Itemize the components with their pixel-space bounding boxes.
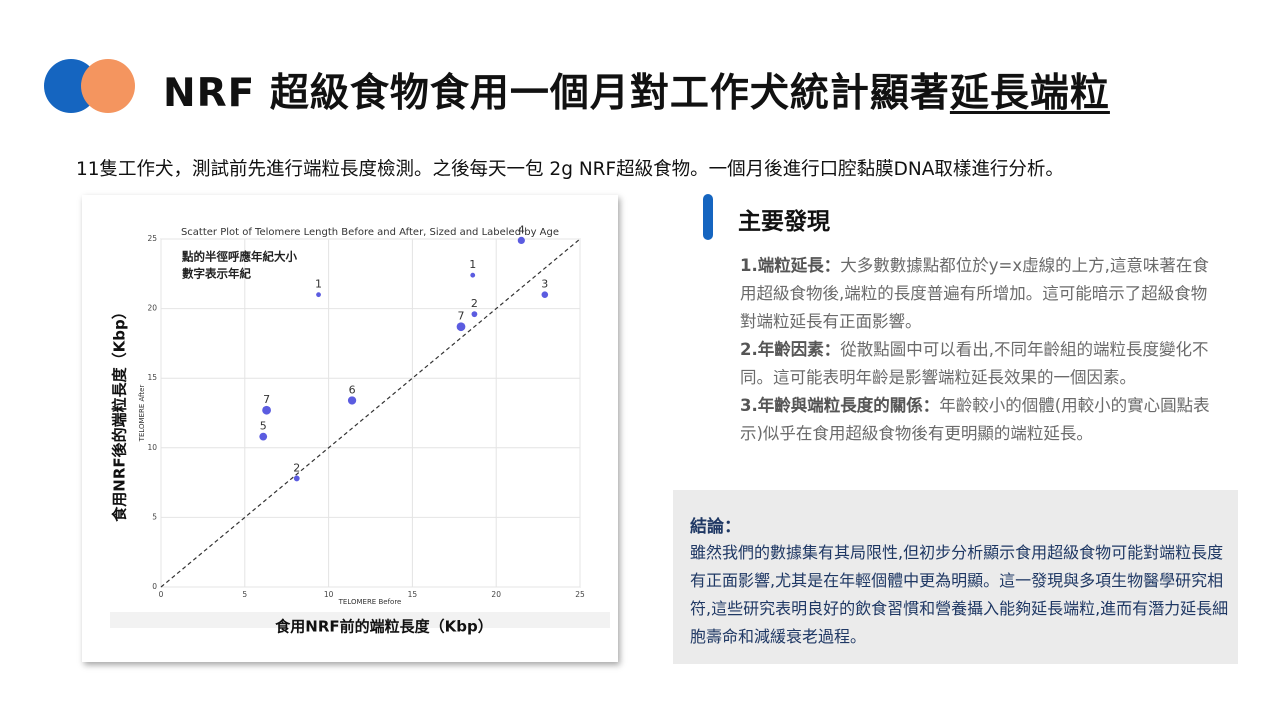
- point: [259, 432, 268, 441]
- point-label: 7: [263, 393, 270, 406]
- conclusion-text: 雖然我們的數據集有其局限性,但初步分析顯示食用超級食物可能對端粒長度有正面影響,…: [690, 543, 1229, 646]
- finding: 3.年齡與端粒長度的關係：年齡較小的個體(用較小的實心圓點表示)似乎在食用超級食…: [740, 392, 1212, 448]
- point: [517, 236, 525, 244]
- title-underlined: 延長端粒: [949, 71, 1110, 116]
- finding-text: 從散點圖中可以看出,不同年齡組的端粒長度變化不同。這可能表明年齡是影響端粒延長效…: [740, 340, 1209, 387]
- findings-heading: 主要發現: [738, 209, 830, 235]
- point-label: 7: [458, 310, 465, 323]
- finding-text: 年齡較小的個體(用較小的實心圓點表示)似乎在食用超級食物後有更明顯的端粒延長。: [740, 396, 1210, 443]
- figure: 0 5 10 15 20 25 0 5 10 15 20 25 Scatter Plot of Telo…: [82, 195, 618, 662]
- y-tick-label: 15: [147, 373, 157, 382]
- finding: 2.年齡因素：從散點圖中可以看出,不同年齡組的端粒長度變化不同。這可能表明年齡是…: [740, 336, 1212, 392]
- point-label: 2: [471, 297, 478, 310]
- y-tick-label: 25: [147, 234, 157, 243]
- point: [471, 311, 478, 318]
- x-tick-label: 0: [159, 590, 164, 599]
- findings: 1.端粒延長：大多數數據點都位於y=x虛線的上方,這意味著在食用超級食物後,端粒…: [740, 252, 1212, 448]
- y-caption: 食用NRF後的端粒長度（Kbp）: [111, 304, 129, 521]
- subtitle: 11隻工作犬，測試前先進行端粒長度檢測。之後每天一包 2g NRF超級食物。一個…: [76, 159, 1064, 180]
- x-tick-label: 10: [324, 590, 334, 599]
- point: [293, 475, 300, 482]
- point-label: 1: [469, 258, 476, 271]
- plot-area: [160, 238, 581, 588]
- y-tick-label: 0: [152, 582, 157, 591]
- finding-label: 3.年齡與端粒長度的關係：: [740, 396, 940, 415]
- finding-label: 1.端粒延長：: [740, 256, 841, 275]
- finding-label: 2.年齡因素：: [740, 340, 841, 359]
- logo: [44, 59, 135, 113]
- point-label: 1: [315, 278, 322, 291]
- x-tick-label: 15: [408, 590, 418, 599]
- point-label: 2: [293, 461, 300, 474]
- point: [541, 291, 549, 298]
- point: [470, 272, 476, 278]
- finding: 1.端粒延長：大多數數據點都位於y=x虛線的上方,這意味著在食用超級食物後,端粒…: [740, 252, 1212, 336]
- title: NRF 超級食物食用一個月對工作犬統計顯著延長端粒: [163, 62, 1110, 118]
- chart-title: Scatter Plot of Telomere Length Before a…: [181, 227, 559, 238]
- point-label: 5: [260, 420, 267, 433]
- finding-text: 大多數數據點都位於y=x虛線的上方,這意味著在食用超級食物後,端粒的長度普遍有所…: [740, 256, 1209, 331]
- y-tick-label: 10: [147, 443, 157, 452]
- y-axis-label: TELOMERE After: [138, 385, 146, 443]
- x-caption: 食用NRF前的端粒長度（Kbp）: [275, 618, 492, 636]
- x-tick-label: 20: [491, 590, 501, 599]
- point: [316, 292, 321, 298]
- x-tick-label: 5: [242, 590, 247, 599]
- point-label: 6: [349, 383, 356, 396]
- y-tick-label: 20: [147, 304, 157, 313]
- accent-bar: [703, 194, 713, 240]
- point-label: 3: [541, 278, 548, 291]
- title-text: NRF 超級食物食用一個月對工作犬統計顯著: [163, 71, 950, 116]
- point-label: 4: [518, 223, 525, 236]
- point: [456, 322, 466, 332]
- conclusion-heading: 結論：: [690, 517, 741, 537]
- x-tick-label: 25: [575, 590, 585, 599]
- annotation: 點的半徑呼應年紀大小: [181, 250, 297, 264]
- point: [347, 396, 357, 405]
- point: [262, 405, 271, 415]
- x-axis-label: TELOMERE Before: [338, 598, 402, 606]
- conclusion-box: [673, 490, 1238, 664]
- y-tick-label: 5: [152, 512, 157, 521]
- annotation: 數字表示年紀: [182, 267, 251, 281]
